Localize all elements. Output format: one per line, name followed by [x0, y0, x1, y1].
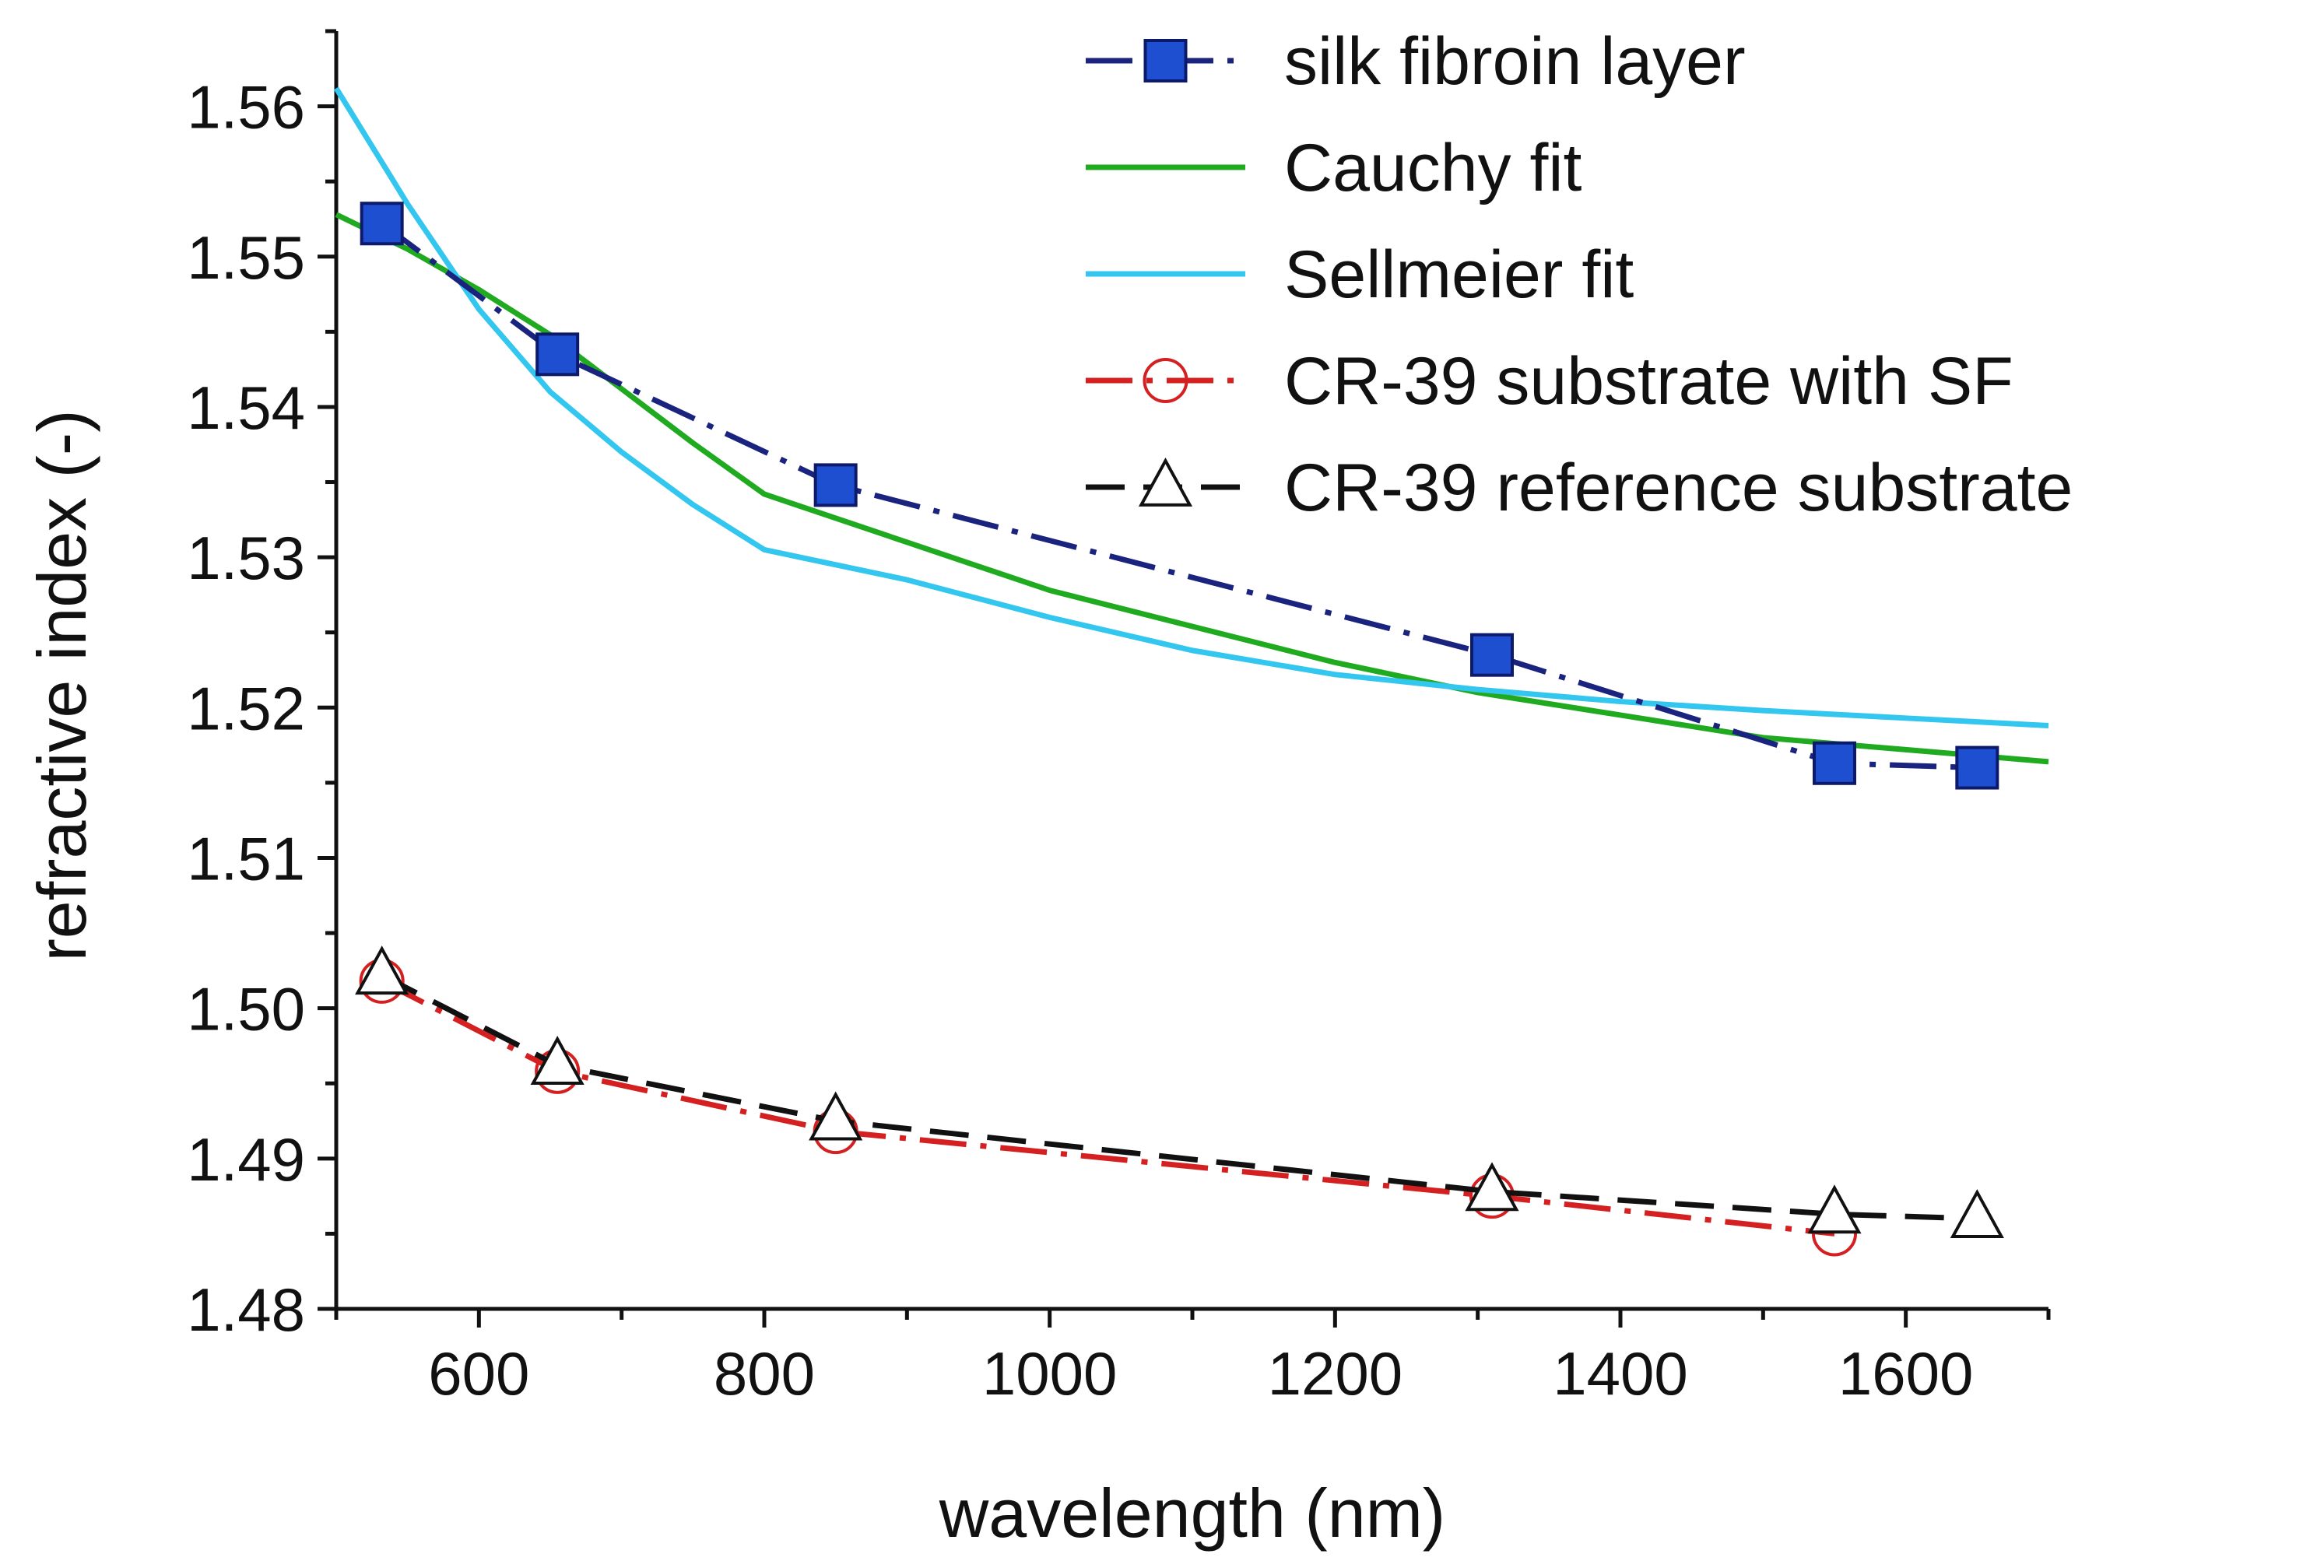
y-tick-label: 1.49	[187, 1125, 305, 1194]
legend-label-silk-fibroin-layer: silk fibroin layer	[1284, 24, 1746, 99]
series-line-cauchy-fit	[335, 212, 2049, 765]
y-tick-label: 1.48	[187, 1275, 305, 1344]
data-point-cr-39-reference-substrate	[809, 1091, 863, 1141]
data-point-silk-fibroin-layer	[1470, 633, 1514, 677]
series-line-silk-fibroin-layer	[380, 221, 1978, 771]
legend-label-cauchy-fit: Cauchy fit	[1284, 131, 1582, 205]
x-tick-label: 1400	[1553, 1339, 1688, 1408]
data-point-cr-39-reference-substrate	[1950, 1189, 2004, 1239]
y-tick-label: 1.50	[187, 975, 305, 1044]
x-axis-title: wavelength (nm)	[939, 1475, 1446, 1552]
data-point-cr-39-reference-substrate	[530, 1036, 585, 1085]
data-point-cr-39-reference-substrate	[355, 945, 409, 995]
y-tick-label: 1.53	[187, 524, 305, 592]
series-cauchy-fit	[335, 212, 2049, 765]
series-line-cr-39-substrate-with-sf	[381, 978, 1835, 1237]
series-silk-fibroin-layer	[360, 202, 1999, 790]
series-layer	[334, 86, 2049, 1257]
x-tick-label: 1600	[1838, 1339, 1974, 1408]
x-tick-label: 1200	[1268, 1339, 1403, 1408]
legend-marker-silk-fibroin-layer	[1143, 39, 1188, 82]
legend-marker-cr-39-reference-substrate	[1138, 457, 1193, 507]
legend-item-silk-fibroin-layer: silk fibroin layer	[1086, 24, 1746, 99]
data-point-silk-fibroin-layer	[535, 332, 580, 377]
y-tick-label: 1.55	[187, 223, 305, 292]
legend-item-cauchy-fit: Cauchy fit	[1086, 131, 1582, 205]
y-tick-label: 1.52	[187, 674, 305, 742]
data-point-cr-39-reference-substrate	[1807, 1184, 1862, 1234]
legend-label-sellmeier-fit: Sellmeier fit	[1284, 237, 1634, 312]
data-point-silk-fibroin-layer	[1955, 745, 1999, 790]
legend-label-cr-39-substrate-with-sf: CR-39 substrate with SF	[1284, 344, 2013, 419]
data-point-silk-fibroin-layer	[1813, 741, 1856, 785]
y-tick-label: 1.51	[187, 824, 305, 893]
data-point-silk-fibroin-layer	[813, 463, 858, 507]
y-axis-title: refractive index (-)	[23, 409, 100, 961]
series-cr-39-substrate-with-sf	[359, 958, 1858, 1257]
x-tick-label: 1000	[982, 1339, 1118, 1408]
legend-label-cr-39-reference-substrate: CR-39 reference substrate	[1284, 451, 2073, 525]
x-tick-label: 800	[714, 1339, 815, 1408]
legend-item-cr-39-reference-substrate: CR-39 reference substrate	[1086, 451, 2073, 525]
x-tick-label: 600	[428, 1339, 529, 1408]
data-point-cr-39-reference-substrate	[1465, 1162, 1519, 1212]
data-point-silk-fibroin-layer	[360, 202, 404, 246]
legend: silk fibroin layer Cauchy fit Sellmeier fi…	[1086, 24, 2073, 525]
legend-item-cr-39-substrate-with-sf: CR-39 substrate with SF	[1086, 344, 2013, 419]
y-tick-label: 1.56	[187, 73, 305, 142]
series-line-cr-39-reference-substrate	[381, 973, 1978, 1222]
series-cr-39-reference-substrate	[355, 945, 2004, 1239]
legend-marker-cr-39-substrate-with-sf	[1143, 357, 1188, 404]
series-sellmeier-fit	[334, 86, 2049, 728]
legend-item-sellmeier-fit: Sellmeier fit	[1086, 237, 1634, 312]
y-tick-label: 1.54	[187, 374, 305, 442]
series-line-sellmeier-fit	[334, 86, 2049, 728]
axes: 600 800 1000 1200 1400 1600 1.48 1.49 1.50 1.51 1.…	[187, 29, 2051, 1408]
